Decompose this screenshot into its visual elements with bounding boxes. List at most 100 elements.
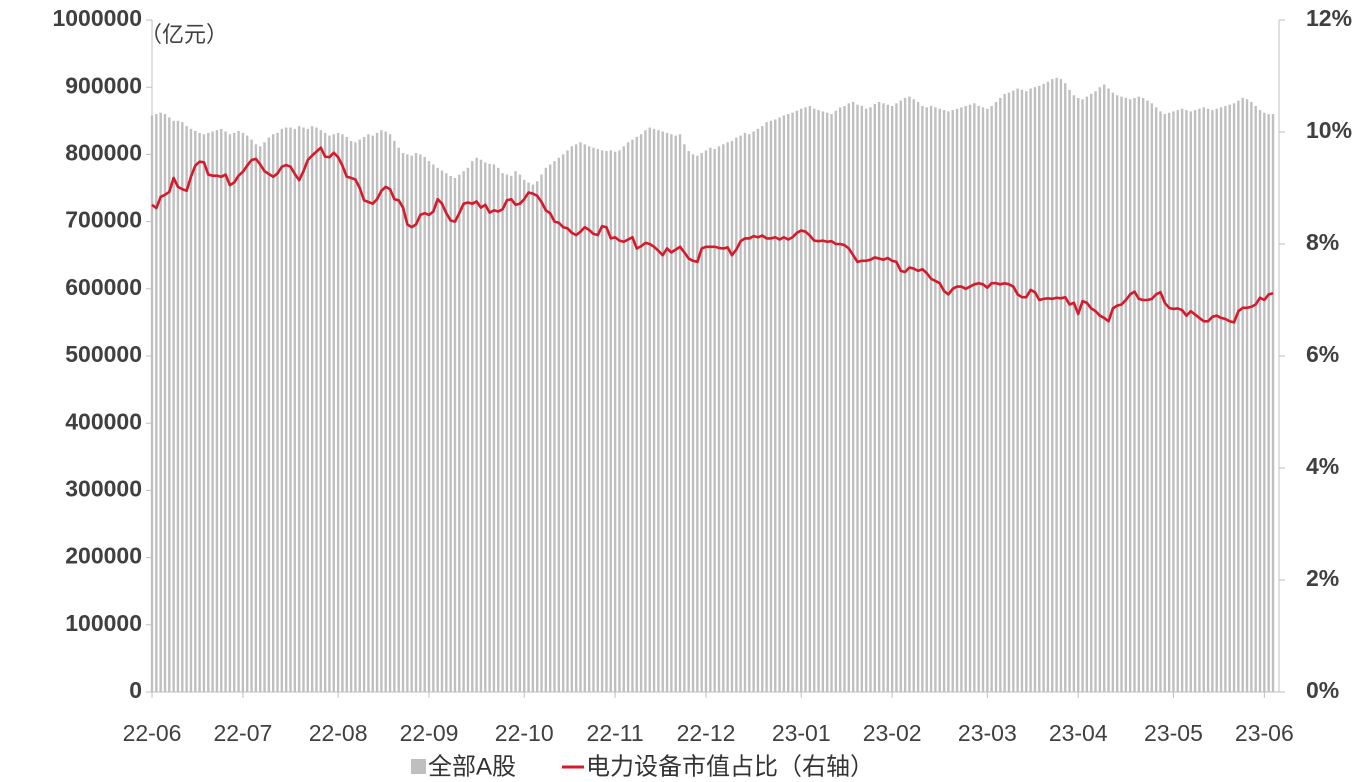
bar <box>362 136 366 693</box>
bar <box>449 175 452 693</box>
bar <box>1007 92 1011 693</box>
bar <box>687 151 690 693</box>
bar <box>544 167 548 693</box>
bar <box>955 108 959 693</box>
bar <box>1176 110 1179 693</box>
bar <box>445 173 448 692</box>
bar <box>427 161 431 692</box>
bar <box>1215 108 1218 693</box>
bar <box>176 120 180 693</box>
bar <box>986 108 989 693</box>
bar <box>804 107 807 693</box>
bar <box>1016 88 1019 692</box>
bar <box>717 146 721 692</box>
legend-label: 全部A股 <box>428 753 516 780</box>
bar <box>579 142 582 692</box>
bar <box>1068 89 1071 692</box>
bar <box>1085 96 1089 692</box>
bar <box>973 103 976 692</box>
bar <box>778 117 781 692</box>
bar <box>306 128 310 692</box>
bar <box>813 108 816 693</box>
bar <box>574 144 578 692</box>
bar <box>1185 110 1188 693</box>
bar <box>1198 108 1201 693</box>
y-axis-unit: （亿元） <box>140 22 228 47</box>
bar <box>302 127 305 692</box>
bar <box>652 128 656 692</box>
bar <box>748 134 751 693</box>
bar <box>332 134 335 693</box>
y2-tick-label: 12% <box>1306 5 1352 31</box>
bar <box>315 127 318 692</box>
x-tick-label: 22-09 <box>400 720 459 746</box>
bar <box>821 111 825 693</box>
bar <box>1029 88 1032 692</box>
bar <box>241 132 245 692</box>
bar <box>336 132 340 692</box>
bar <box>1211 110 1214 693</box>
bar <box>1072 95 1076 693</box>
legend-label: 电力设备市值占比（右轴） <box>586 753 874 780</box>
bar <box>185 126 188 692</box>
bar <box>964 106 967 693</box>
bar <box>769 120 773 693</box>
bar <box>925 107 928 693</box>
bar <box>626 142 630 692</box>
bar <box>419 154 422 692</box>
bar <box>735 137 738 693</box>
bar <box>466 167 470 693</box>
bar <box>531 184 535 692</box>
bar <box>397 147 400 692</box>
bar <box>882 103 885 692</box>
x-tick-label: 23-04 <box>1049 720 1108 746</box>
bar <box>367 134 370 693</box>
bar <box>345 136 348 693</box>
bar <box>401 153 405 692</box>
bar <box>354 142 357 692</box>
bar <box>916 101 920 692</box>
bar <box>1051 79 1054 693</box>
bar <box>587 146 591 692</box>
bar <box>877 101 881 692</box>
bar <box>869 107 872 693</box>
bar <box>947 111 950 693</box>
bar <box>886 104 889 692</box>
bar <box>471 161 474 692</box>
bar <box>968 104 972 692</box>
legend-swatch <box>411 759 426 774</box>
bar <box>1115 95 1119 693</box>
bar <box>1159 111 1162 693</box>
y2-tick-label: 8% <box>1306 229 1339 255</box>
bar <box>561 154 565 692</box>
x-tick-label: 22-11 <box>587 720 644 746</box>
bar <box>259 146 262 692</box>
bar <box>709 147 712 692</box>
bar <box>207 132 210 692</box>
bar <box>570 146 574 692</box>
bar <box>1254 106 1257 693</box>
bar <box>960 107 963 693</box>
bar <box>1163 114 1166 692</box>
bar <box>691 154 695 692</box>
bar <box>761 126 764 692</box>
y-tick-label: 500000 <box>65 341 142 367</box>
bar <box>1172 111 1175 693</box>
y2-tick-label: 0% <box>1306 677 1339 703</box>
bar <box>1077 97 1080 692</box>
bar <box>1154 107 1158 693</box>
bar <box>782 115 786 692</box>
bar <box>250 139 253 693</box>
bar <box>1124 97 1128 692</box>
bar <box>276 132 279 692</box>
x-tick-label: 23-02 <box>863 720 922 746</box>
bar <box>674 135 677 693</box>
bar <box>670 134 673 693</box>
bar <box>453 177 457 693</box>
bar <box>1033 87 1037 692</box>
bar <box>202 134 206 693</box>
bar <box>938 108 941 693</box>
bar <box>1263 112 1266 692</box>
bar <box>527 182 530 692</box>
